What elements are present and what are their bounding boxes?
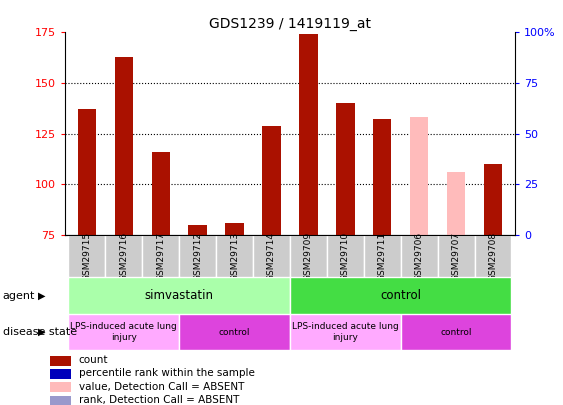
Title: GDS1239 / 1419119_at: GDS1239 / 1419119_at: [209, 17, 371, 31]
Text: simvastatin: simvastatin: [145, 289, 214, 302]
Text: agent: agent: [3, 291, 35, 301]
Bar: [336, 103, 355, 235]
Bar: [290, 314, 401, 350]
Text: ▶: ▶: [38, 291, 46, 301]
Text: percentile rank within the sample: percentile rank within the sample: [79, 369, 254, 378]
Bar: [189, 225, 207, 235]
Text: value, Detection Call = ABSENT: value, Detection Call = ABSENT: [79, 382, 244, 392]
Bar: [105, 235, 142, 277]
Bar: [437, 235, 475, 277]
Bar: [50, 369, 71, 379]
Text: GSM29707: GSM29707: [452, 232, 461, 281]
Bar: [327, 235, 364, 277]
Text: GSM29716: GSM29716: [119, 232, 128, 281]
Bar: [364, 235, 401, 277]
Bar: [410, 117, 428, 235]
Bar: [225, 223, 244, 235]
Bar: [290, 235, 327, 277]
Bar: [299, 34, 318, 235]
Text: GSM29715: GSM29715: [82, 232, 91, 281]
Bar: [179, 235, 216, 277]
Bar: [151, 152, 170, 235]
Bar: [69, 235, 105, 277]
Text: GSM29708: GSM29708: [489, 232, 498, 281]
Text: GSM29713: GSM29713: [230, 232, 239, 281]
Bar: [447, 172, 465, 235]
Bar: [475, 235, 511, 277]
Bar: [142, 235, 179, 277]
Text: LPS-induced acute lung
injury: LPS-induced acute lung injury: [292, 322, 399, 342]
Text: GSM29710: GSM29710: [341, 232, 350, 281]
Text: control: control: [380, 289, 421, 302]
Text: GSM29711: GSM29711: [378, 232, 387, 281]
Text: control: control: [440, 328, 472, 337]
Text: disease state: disease state: [3, 327, 77, 337]
Text: ▶: ▶: [38, 327, 46, 337]
Text: GSM29706: GSM29706: [415, 232, 424, 281]
Bar: [115, 57, 133, 235]
Bar: [290, 277, 511, 314]
Bar: [179, 314, 290, 350]
Bar: [50, 382, 71, 392]
Text: GSM29709: GSM29709: [304, 232, 313, 281]
Bar: [401, 235, 437, 277]
Bar: [50, 356, 71, 365]
Text: LPS-induced acute lung
injury: LPS-induced acute lung injury: [70, 322, 177, 342]
Bar: [373, 119, 391, 235]
Bar: [216, 235, 253, 277]
Bar: [401, 314, 511, 350]
Text: GSM29714: GSM29714: [267, 232, 276, 281]
Text: count: count: [79, 355, 108, 365]
Text: control: control: [219, 328, 251, 337]
Bar: [50, 396, 71, 405]
Bar: [262, 126, 281, 235]
Text: rank, Detection Call = ABSENT: rank, Detection Call = ABSENT: [79, 395, 239, 405]
Text: GSM29717: GSM29717: [156, 232, 165, 281]
Text: GSM29712: GSM29712: [193, 232, 202, 281]
Bar: [484, 164, 502, 235]
Bar: [253, 235, 290, 277]
Bar: [69, 277, 290, 314]
Bar: [78, 109, 96, 235]
Bar: [69, 314, 179, 350]
